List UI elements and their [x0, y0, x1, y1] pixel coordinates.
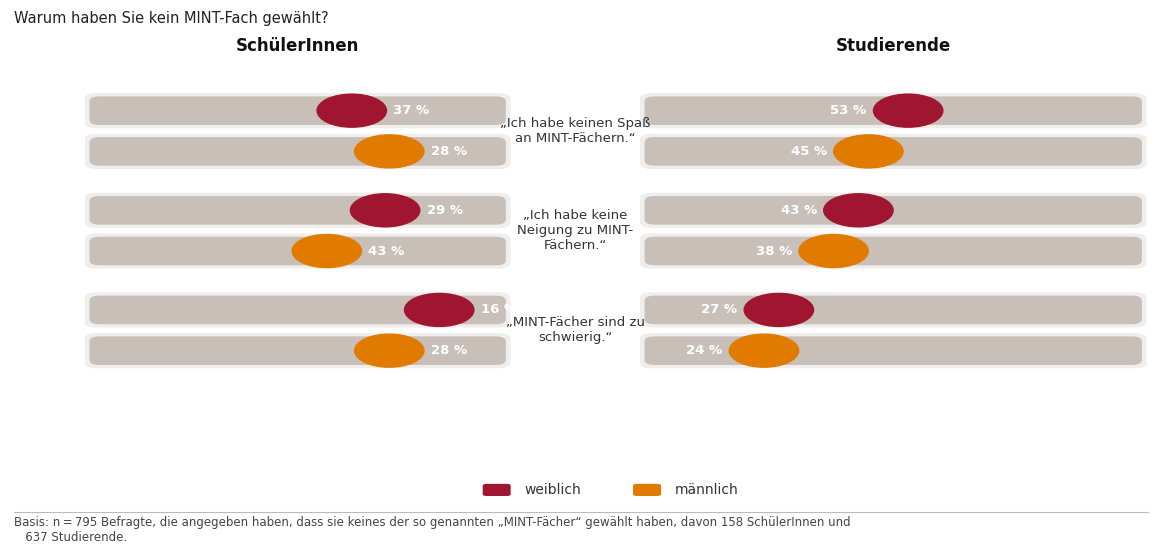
FancyBboxPatch shape	[85, 333, 510, 368]
Text: 28 %: 28 %	[431, 344, 467, 357]
FancyBboxPatch shape	[89, 196, 505, 225]
Circle shape	[824, 194, 894, 227]
FancyBboxPatch shape	[645, 336, 1142, 365]
FancyBboxPatch shape	[645, 196, 1142, 225]
Text: „Ich habe keine
Neigung zu MINT-
Fächern.“: „Ich habe keine Neigung zu MINT- Fächern…	[517, 209, 633, 252]
Circle shape	[730, 334, 798, 367]
FancyBboxPatch shape	[89, 296, 505, 324]
Text: 37 %: 37 %	[394, 104, 430, 117]
Text: 28 %: 28 %	[431, 145, 467, 158]
Circle shape	[833, 135, 903, 168]
FancyBboxPatch shape	[633, 484, 661, 496]
FancyBboxPatch shape	[482, 484, 510, 496]
Text: Basis: n = 795 Befragte, die angegeben haben, dass sie keines der so genannten „: Basis: n = 795 Befragte, die angegeben h…	[14, 516, 851, 544]
Circle shape	[744, 294, 813, 326]
Circle shape	[354, 135, 424, 168]
FancyBboxPatch shape	[85, 234, 510, 269]
FancyBboxPatch shape	[640, 134, 1147, 169]
FancyBboxPatch shape	[640, 93, 1147, 128]
Circle shape	[292, 235, 361, 267]
FancyBboxPatch shape	[89, 137, 505, 166]
Circle shape	[798, 235, 868, 267]
FancyBboxPatch shape	[85, 93, 510, 128]
FancyBboxPatch shape	[85, 134, 510, 169]
FancyBboxPatch shape	[85, 193, 510, 228]
Text: 24 %: 24 %	[687, 344, 723, 357]
FancyBboxPatch shape	[640, 234, 1147, 269]
Text: 29 %: 29 %	[426, 204, 462, 217]
Text: SchülerInnen: SchülerInnen	[236, 37, 359, 55]
Circle shape	[351, 194, 419, 227]
Text: weiblich: weiblich	[524, 483, 581, 497]
FancyBboxPatch shape	[89, 336, 505, 365]
Text: 16 %: 16 %	[481, 304, 517, 316]
FancyBboxPatch shape	[89, 96, 505, 125]
FancyBboxPatch shape	[85, 292, 510, 327]
FancyBboxPatch shape	[645, 137, 1142, 166]
Text: „MINT-Fächer sind zu
schwierig.“: „MINT-Fächer sind zu schwierig.“	[505, 316, 645, 344]
Text: 27 %: 27 %	[701, 304, 737, 316]
FancyBboxPatch shape	[640, 292, 1147, 327]
Text: Warum haben Sie kein MINT-Fach gewählt?: Warum haben Sie kein MINT-Fach gewählt?	[14, 11, 329, 26]
Circle shape	[317, 94, 387, 127]
Text: 38 %: 38 %	[755, 245, 792, 257]
Text: 53 %: 53 %	[831, 104, 867, 117]
Text: 43 %: 43 %	[781, 204, 817, 217]
Text: 45 %: 45 %	[790, 145, 826, 158]
FancyBboxPatch shape	[640, 333, 1147, 368]
Text: „Ich habe keinen Spaß
an MINT-Fächern.“: „Ich habe keinen Spaß an MINT-Fächern.“	[500, 117, 651, 145]
Text: männlich: männlich	[675, 483, 739, 497]
FancyBboxPatch shape	[645, 296, 1142, 324]
FancyBboxPatch shape	[89, 237, 505, 265]
Text: 43 %: 43 %	[368, 245, 404, 257]
Circle shape	[404, 294, 474, 326]
Circle shape	[354, 334, 424, 367]
FancyBboxPatch shape	[645, 96, 1142, 125]
FancyBboxPatch shape	[645, 237, 1142, 265]
FancyBboxPatch shape	[640, 193, 1147, 228]
Circle shape	[874, 94, 942, 127]
Text: Studierende: Studierende	[835, 37, 951, 55]
